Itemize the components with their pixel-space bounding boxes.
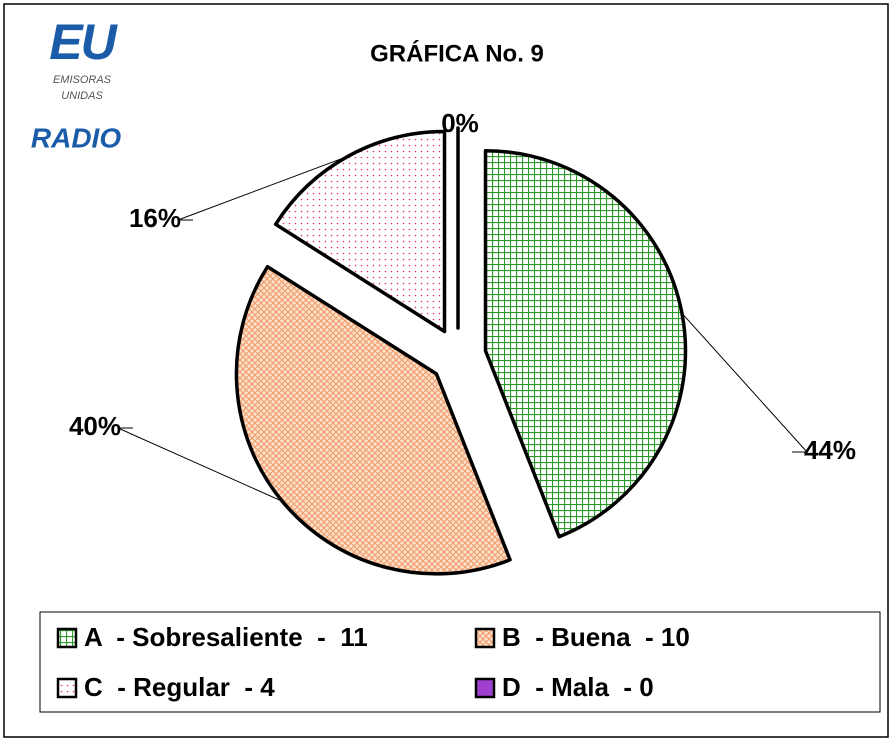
legend-swatch <box>56 627 78 649</box>
legend-label: C - Regular - 4 <box>84 672 275 702</box>
legend-label: A - Sobresaliente - 11 <box>84 622 368 652</box>
legend-swatch <box>56 677 78 699</box>
leader-line <box>681 312 809 453</box>
logo-radio: RADIO <box>31 122 121 153</box>
leader-line <box>117 427 283 502</box>
logo-line1: EMISORAS <box>53 74 112 86</box>
legend-swatch <box>474 627 496 649</box>
logo-line2: UNIDAS <box>61 90 103 102</box>
legend-swatch <box>474 677 496 699</box>
pie-slice <box>483 149 688 539</box>
legend-label: B - Buena - 10 <box>502 622 690 652</box>
data-label: 0% <box>441 108 479 138</box>
pie-slice <box>234 264 512 576</box>
legend <box>39 611 881 713</box>
data-label: 16% <box>129 203 181 233</box>
legend-label: D - Mala - 0 <box>502 672 654 702</box>
data-label: 40% <box>69 411 121 441</box>
chart-title: GRÁFICA No. 9 <box>370 39 544 67</box>
leader-line <box>177 155 349 221</box>
logo-mark: EU <box>49 14 118 70</box>
data-label: 44% <box>804 435 856 465</box>
